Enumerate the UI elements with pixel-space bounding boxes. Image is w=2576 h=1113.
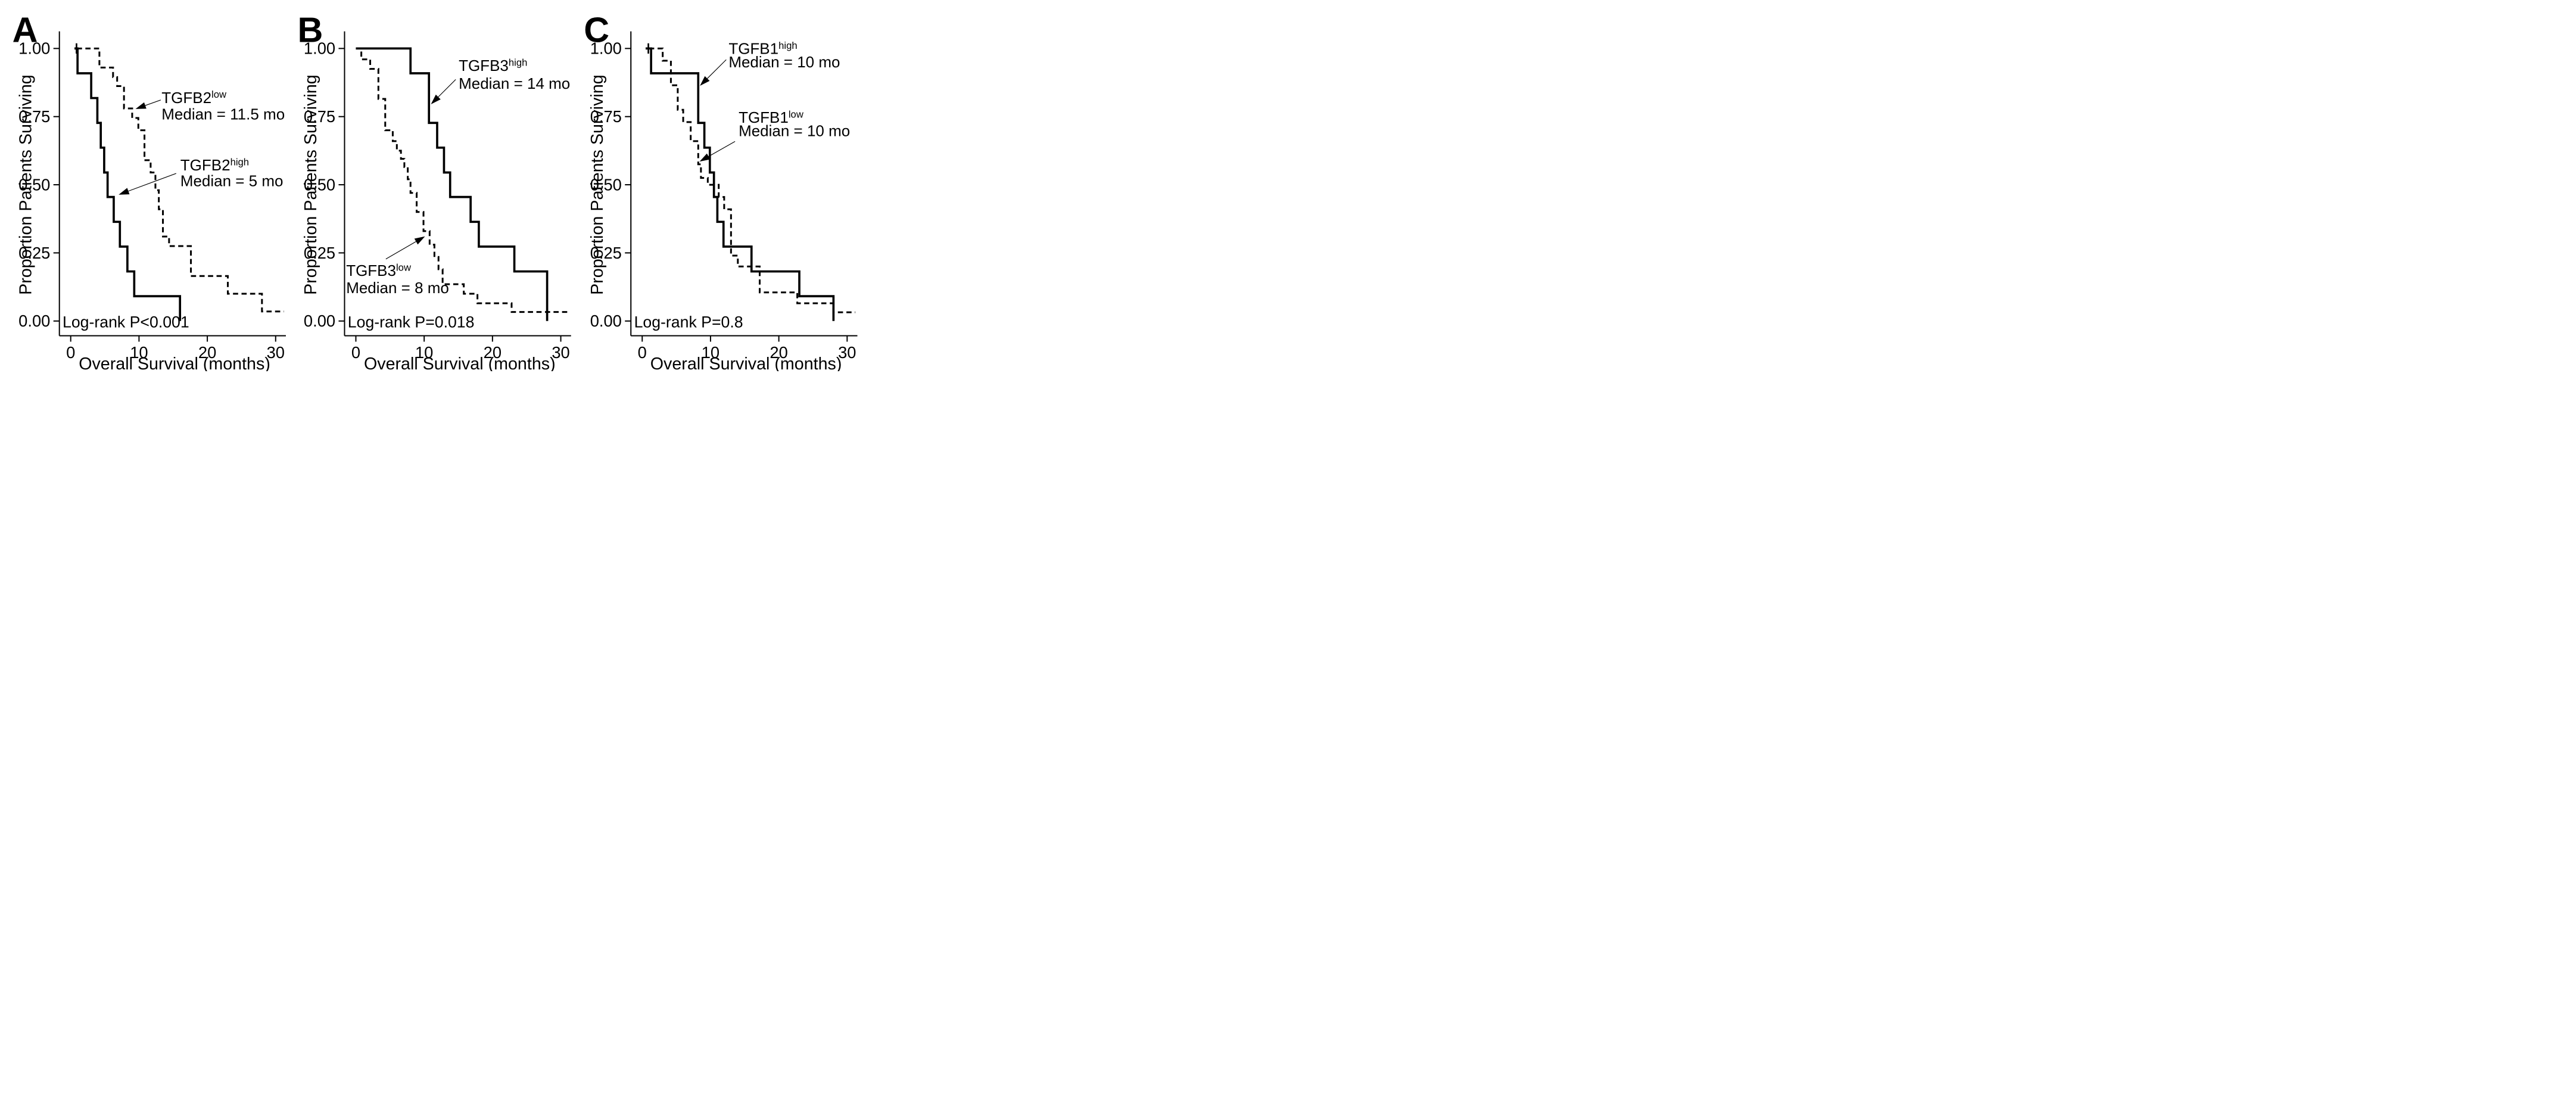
y-axis-title-panel-a: Proportion Patients Surviving — [16, 74, 35, 295]
x-tick-label-panel-c: 0 — [638, 343, 647, 362]
annotation-arrowhead-high-panel-b — [431, 94, 441, 105]
panel-label-panel-a: A — [13, 10, 38, 50]
annotation-superscript-high-panel-b: high — [509, 57, 528, 68]
x-tick-label-panel-b: 10 — [415, 343, 433, 362]
x-tick-label-panel-a: 30 — [267, 343, 285, 362]
km-curve-tgfb2-high-panel-a — [74, 47, 182, 321]
y-tick-label-panel-a: 0.50 — [18, 175, 50, 194]
y-tick-label-panel-b: 1.00 — [304, 39, 335, 58]
km-curve-tgfb3-high-panel-b — [356, 47, 549, 321]
y-tick-label-panel-c: 0.25 — [590, 244, 622, 262]
x-tick-label-panel-a: 20 — [198, 343, 216, 362]
panel-label-panel-c: C — [584, 10, 609, 50]
annotation-median-tgfb2-low-panel-a: Median = 11.5 mo — [161, 105, 285, 123]
annotation-median-tgfb1-high-panel-c: Median = 10 mo — [728, 53, 840, 71]
x-tick-label-panel-b: 0 — [351, 343, 360, 362]
annotation-arrow-line-high-panel-a — [128, 173, 176, 192]
logrank-label-panel-c: Log-rank P=0.8 — [634, 313, 743, 331]
y-tick-label-panel-b: 0.00 — [304, 312, 335, 330]
annotation-median-tgfb2-high-panel-a: Median = 5 mo — [180, 172, 284, 190]
y-axis-title-panel-c: Proportion Patients Surviving — [588, 74, 607, 295]
y-tick-label-panel-c: 0.50 — [590, 175, 622, 194]
y-tick-label-panel-a: 0.00 — [18, 312, 50, 330]
annotation-arrow-line-high-panel-b — [438, 79, 456, 98]
y-tick-label-panel-b: 0.75 — [304, 107, 335, 126]
x-axis-title-panel-a: Overall Survival (months) — [79, 355, 270, 371]
y-tick-label-panel-c: 0.75 — [590, 107, 622, 126]
y-tick-label-panel-c: 1.00 — [590, 39, 622, 58]
km-curve-tgfb2-low-panel-a — [77, 47, 284, 313]
x-tick-label-panel-b: 30 — [552, 343, 569, 362]
annotation-arrow-line-high-panel-c — [707, 59, 727, 79]
km-curve-tgfb1-low-panel-c — [649, 47, 856, 313]
annotation-superscript-low-panel-a: low — [211, 89, 227, 100]
annotation-arrow-line-low-panel-a — [145, 100, 161, 106]
annotation-arrowhead-low-panel-a — [135, 102, 147, 109]
y-tick-label-panel-b: 0.25 — [304, 244, 335, 262]
x-tick-label-panel-c: 20 — [770, 343, 787, 362]
x-axis-title-panel-b: Overall Survival (months) — [364, 355, 556, 371]
annotation-arrowhead-low-panel-c — [699, 153, 711, 162]
annotation-superscript-low-panel-b: low — [396, 262, 412, 273]
annotation-label-tgfb3-high-panel-b: TGFB3high — [459, 57, 527, 74]
annotation-arrowhead-high-panel-a — [119, 188, 130, 195]
annotation-median-tgfb1-low-panel-c: Median = 10 mo — [739, 122, 850, 139]
x-tick-label-panel-b: 20 — [484, 343, 502, 362]
annotation-arrowhead-low-panel-b — [414, 236, 425, 245]
y-tick-label-panel-a: 0.25 — [18, 244, 50, 262]
annotation-arrow-line-low-panel-b — [385, 241, 416, 260]
x-tick-label-panel-c: 10 — [702, 343, 719, 362]
y-tick-label-panel-b: 0.50 — [304, 175, 335, 194]
km-survival-figure: A 1.00 0.75 0.50 0.25 0.00 0 10 20 30 Overall Surv… — [0, 0, 859, 371]
logrank-label-panel-a: Log-rank P<0.001 — [63, 313, 189, 331]
annotation-superscript-high-panel-a: high — [230, 156, 250, 167]
km-curve-tgfb3-low-panel-b — [356, 47, 569, 313]
x-tick-label-panel-a: 10 — [130, 343, 148, 362]
x-tick-label-panel-a: 0 — [66, 343, 75, 362]
y-axis-title-panel-b: Proportion Patients Surviving — [301, 74, 320, 295]
annotation-superscript-low-panel-c: low — [789, 108, 804, 120]
annotation-median-tgfb3-low-panel-b: Median = 8 mo — [346, 279, 449, 297]
y-tick-label-panel-a: 0.75 — [18, 107, 50, 126]
y-tick-label-panel-c: 0.00 — [590, 312, 622, 330]
panel-label-panel-b: B — [297, 10, 323, 50]
annotation-superscript-high-panel-c: high — [778, 40, 797, 51]
y-tick-label-panel-a: 1.00 — [18, 39, 50, 58]
x-axis-title-panel-c: Overall Survival (months) — [650, 355, 842, 371]
annotation-arrowhead-high-panel-c — [700, 76, 710, 86]
x-tick-label-panel-c: 30 — [838, 343, 856, 362]
km-curve-tgfb1-high-panel-c — [645, 47, 835, 321]
logrank-label-panel-b: Log-rank P=0.018 — [348, 313, 475, 331]
annotation-arrow-line-low-panel-c — [708, 141, 736, 157]
annotation-median-tgfb3-high-panel-b: Median = 14 mo — [459, 74, 570, 92]
